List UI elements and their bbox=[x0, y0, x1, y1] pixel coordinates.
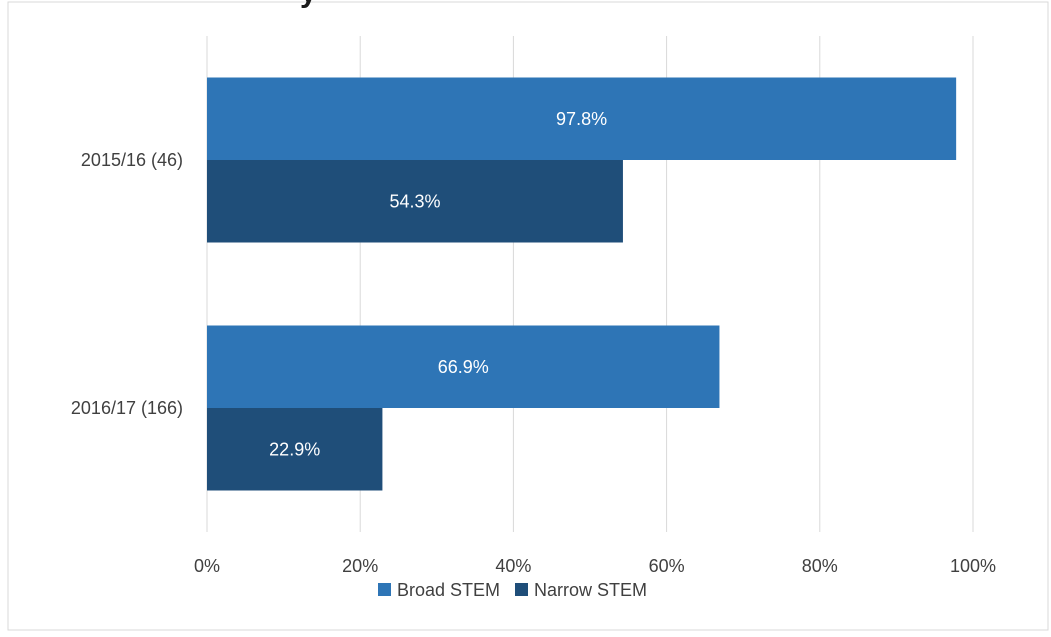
category-label: 2015/16 (46) bbox=[81, 150, 183, 170]
chart-border bbox=[7, 1, 1049, 631]
x-tick-label: 20% bbox=[342, 556, 378, 576]
bar-value-label: 22.9% bbox=[269, 439, 320, 459]
bar-value-label: 54.3% bbox=[389, 191, 440, 211]
legend-label: Narrow STEM bbox=[534, 580, 647, 600]
category-labels: 2015/16 (46) 2016/17 (166) bbox=[71, 150, 183, 418]
x-tick-label: 100% bbox=[950, 556, 996, 576]
bar-broad-stem bbox=[207, 325, 720, 408]
bar-value-label: 66.9% bbox=[438, 357, 489, 377]
x-tick-label: 80% bbox=[802, 556, 838, 576]
x-tick-label: 60% bbox=[649, 556, 685, 576]
chart-title-fragment: y bbox=[300, 0, 317, 10]
bar-narrow-stem bbox=[207, 408, 383, 491]
bar-labels: 97.8% 54.3% 66.9% 22.9% bbox=[269, 109, 607, 460]
bar-value-label: 97.8% bbox=[556, 109, 607, 129]
legend-swatch-broad-stem bbox=[378, 583, 391, 596]
bar-narrow-stem bbox=[207, 160, 623, 243]
x-tick-label: 0% bbox=[194, 556, 220, 576]
x-tick-label: 40% bbox=[495, 556, 531, 576]
bars bbox=[207, 77, 957, 491]
x-tick-labels: 0% 20% 40% 60% 80% 100% bbox=[194, 556, 996, 576]
legend-label: Broad STEM bbox=[397, 580, 500, 600]
category-label: 2016/17 (166) bbox=[71, 398, 183, 418]
legend: Broad STEM Narrow STEM bbox=[378, 580, 647, 600]
legend-swatch-narrow-stem bbox=[515, 583, 528, 596]
bar-broad-stem bbox=[207, 77, 957, 160]
